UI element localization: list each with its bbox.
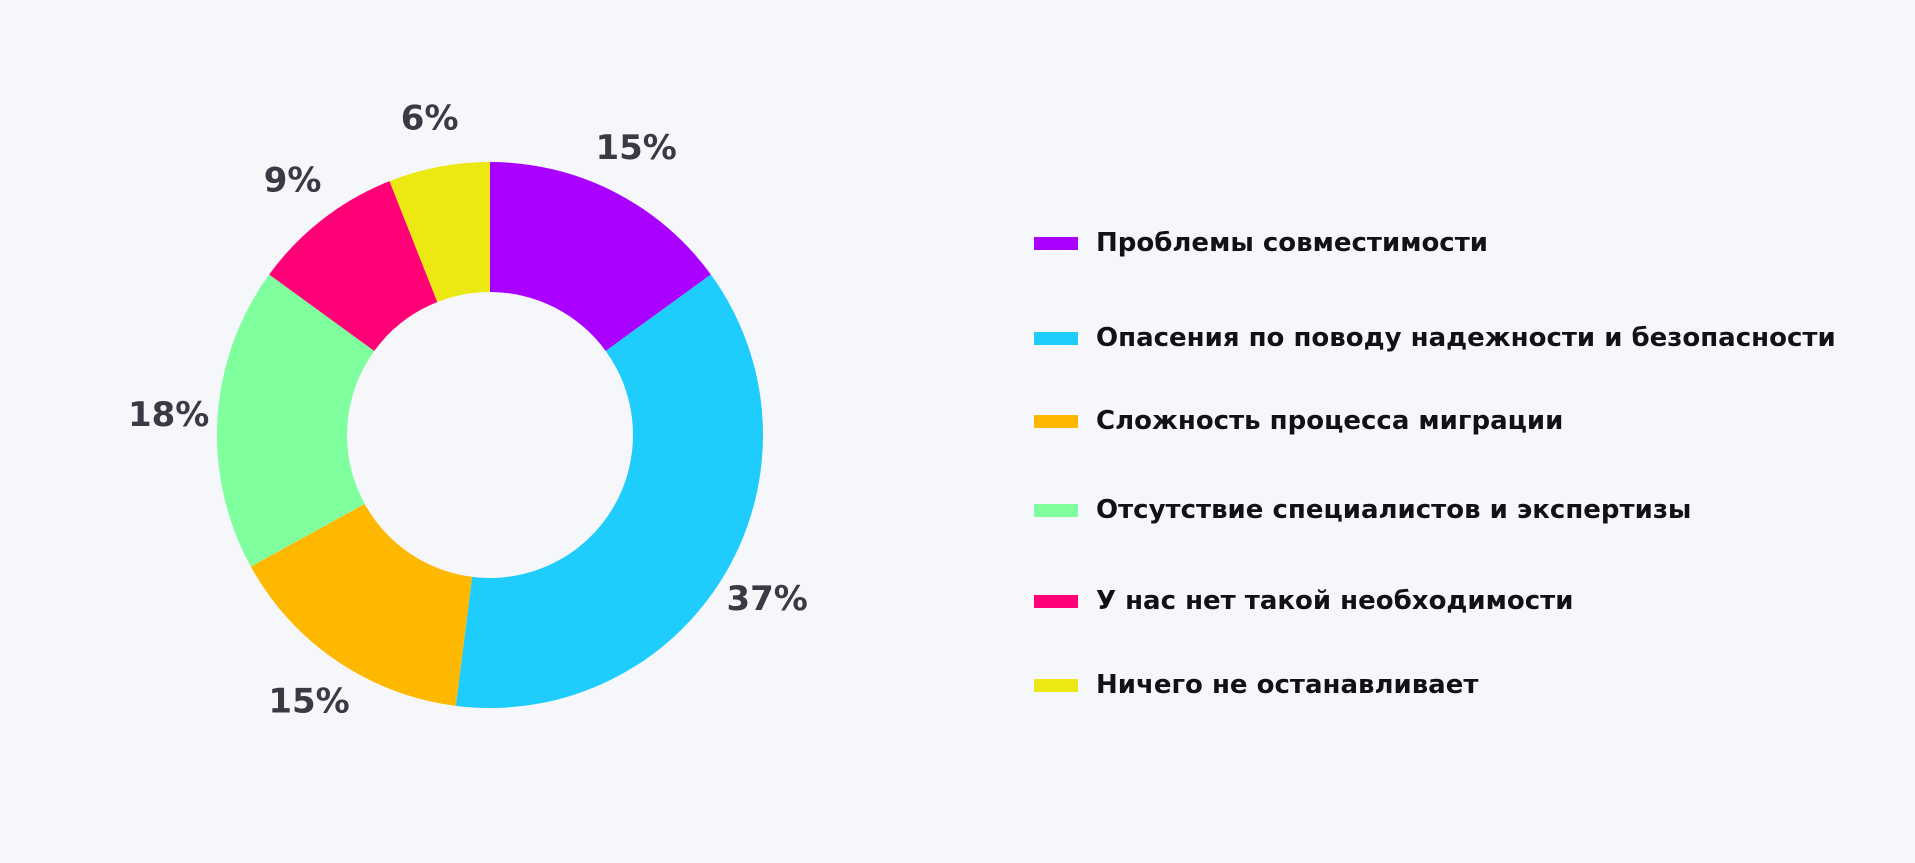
slice-value-label-2: 37%	[726, 579, 807, 619]
slice-value-label-5: 9%	[264, 161, 322, 201]
legend-item: У нас нет такой необходимости	[1034, 581, 1573, 621]
legend-label: У нас нет такой необходимости	[1096, 586, 1574, 616]
legend-swatch	[1034, 678, 1078, 692]
donut-slice-1	[490, 162, 711, 351]
legend-item: Отсутствие специалистов и экспертизы	[1034, 490, 1691, 530]
legend-label: Отсутствие специалистов и экспертизы	[1096, 495, 1692, 525]
legend-label: Сложность процесса миграции	[1096, 406, 1564, 436]
legend-label: Проблемы совместимости	[1096, 228, 1489, 258]
slice-value-label-1: 15%	[595, 128, 676, 168]
slice-value-label-3: 15%	[268, 681, 349, 721]
legend-swatch	[1034, 236, 1078, 250]
donut-slice-3	[250, 503, 473, 706]
legend-item: Проблемы совместимости	[1034, 223, 1488, 263]
legend-item: Сложность процесса миграции	[1034, 401, 1563, 441]
legend-item: Ничего не останавливает	[1034, 665, 1478, 705]
legend-label: Опасения по поводу надежности и безопасн…	[1096, 323, 1836, 353]
donut-slice-4	[217, 274, 375, 567]
slice-value-label-4: 18%	[128, 395, 209, 435]
donut-slice-2	[455, 274, 763, 708]
legend-swatch	[1034, 594, 1078, 608]
legend-swatch	[1034, 331, 1078, 345]
legend-item: Опасения по поводу надежности и безопасн…	[1034, 318, 1836, 358]
legend-swatch	[1034, 414, 1078, 428]
chart-legend: Проблемы совместимости Опасения по поводу…	[1034, 0, 1894, 863]
donut-slice-5	[269, 181, 438, 351]
slice-value-label-6: 6%	[401, 99, 459, 139]
legend-swatch	[1034, 503, 1078, 517]
donut-slice-6	[389, 162, 490, 303]
legend-label: Ничего не останавливает	[1096, 670, 1479, 700]
